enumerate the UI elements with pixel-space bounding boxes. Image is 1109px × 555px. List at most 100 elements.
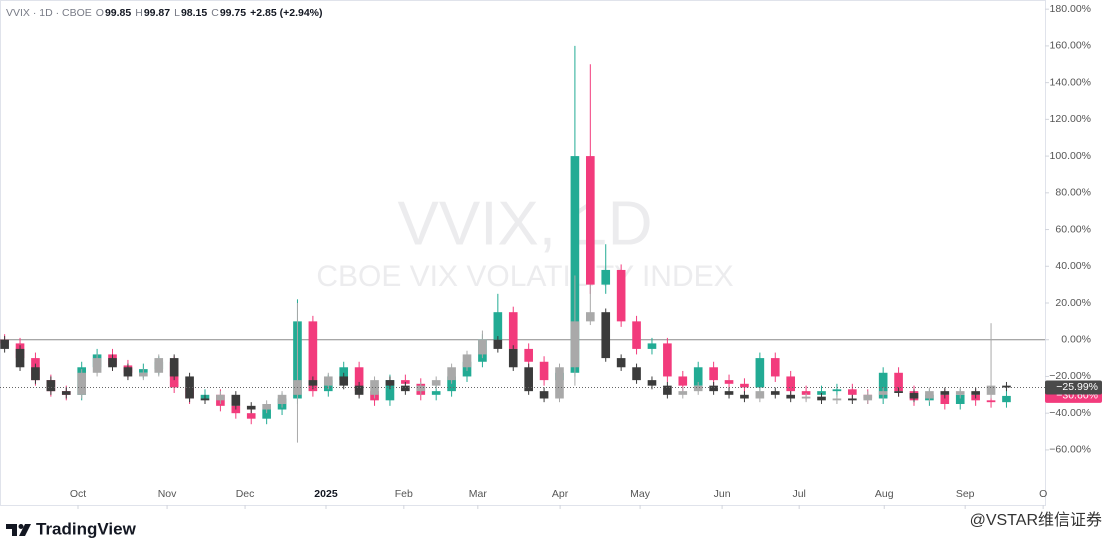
candle-body [616,358,626,368]
x-tick-label: Nov [158,488,177,500]
candle-body [647,343,657,349]
y-tick-label: 120.00% [1050,113,1091,125]
header: VVIX · 1D · CBOE O 99.85 H 99.87 L 98.15 C 99.7… [6,7,323,19]
candle-body [570,156,580,373]
candle-body [647,380,657,386]
x-tick-label: Dec [236,488,255,500]
ohlc-label: O [96,7,104,19]
ohlc-value: 98.15 [181,7,207,19]
candle-body [401,385,410,392]
candle-body [817,396,826,401]
candle-body [308,380,318,386]
candle-body [570,321,580,368]
candle-body [894,391,903,393]
candle-body [878,372,888,399]
candle-body [678,391,688,395]
x-tick-label: Apr [552,488,569,500]
candle-body [770,391,780,395]
ohlc-value: 99.87 [144,7,170,19]
x-tick-label: Mar [469,488,488,500]
candle-body [724,380,734,384]
candle-body [92,358,102,373]
candle-body [61,391,71,395]
candle-body [385,380,395,386]
y-tick-label: 140.00% [1050,76,1091,88]
x-tick-label: May [630,488,651,500]
watermark-title: VVIX, 1D [398,189,653,258]
ohlc-value: 99.75 [220,7,246,19]
candle-body [539,361,549,381]
candle-body [169,358,179,377]
x-tick-label: Feb [395,488,413,500]
y-tick-label: 180.00% [1050,3,1091,15]
candle-body [139,372,148,377]
footer: TradingView @VSTAR维信证券 [6,511,1102,538]
plot-frame [0,0,1046,506]
candle-body [863,394,873,401]
x-tick-label: Oct [70,488,86,500]
candle-body [909,392,919,399]
y-tick-label: 40.00% [1055,260,1091,272]
candle-body [693,367,703,386]
y-tick-label: 20.00% [1055,297,1091,309]
candle-body [940,394,950,404]
candle-body [447,376,456,392]
candle-body [108,358,117,368]
candle-body [724,391,734,395]
ohlc-label: C [211,7,219,19]
candle-body [878,391,888,395]
watermark-subtitle: CBOE VIX VOLATILITY INDEX [316,260,733,293]
y-tick-label: −20.00% [1049,370,1091,382]
candle-body [616,269,626,322]
candle-body [308,321,318,392]
candle-body [493,312,503,340]
candle-body [709,367,718,381]
candle-body [277,394,287,404]
candle-body [539,391,549,399]
candle-body [46,380,56,392]
last-price-label: −25.99% [1056,381,1098,393]
x-tick-label: Sep [956,488,975,500]
candle-body [431,380,441,386]
x-tick-label: Aug [875,488,894,500]
candle-body [354,367,364,392]
x-tick-label: O [1039,488,1047,500]
candle-body [786,394,796,399]
candle-body [1002,385,1011,388]
y-tick-label: 160.00% [1050,40,1091,52]
candle-body [801,396,811,399]
candle-body [15,348,25,368]
candle-body [154,358,164,373]
y-tick-label: −40.00% [1049,407,1091,419]
candle-body [832,389,842,392]
last-price-badge [1045,380,1102,395]
candle-body [462,354,472,368]
ohlc-label: L [174,7,180,19]
candle-body [940,391,950,395]
candle-body [832,398,842,401]
candle-body [601,269,611,285]
candle-body [740,383,749,388]
candle-body [586,312,595,322]
candle-body [524,348,533,362]
y-tick-label: 80.00% [1055,187,1091,199]
candle-body [478,339,487,355]
candle-body [693,385,703,392]
candle-body [262,404,271,410]
candle-body [786,376,796,392]
symbol: VVIX · 1D · CBOE [6,7,92,19]
candle-body [740,394,749,399]
candle-body [955,394,965,404]
candle-body [894,372,903,392]
candle-body [555,367,564,399]
candle-body [370,380,379,395]
candle-body [323,376,333,386]
candle-body [971,391,980,395]
candle-body [709,385,718,392]
candle-body [986,400,996,403]
candle-body [848,398,857,401]
candle-body [755,391,765,399]
candle-body [955,391,965,395]
candle-body [632,321,641,349]
